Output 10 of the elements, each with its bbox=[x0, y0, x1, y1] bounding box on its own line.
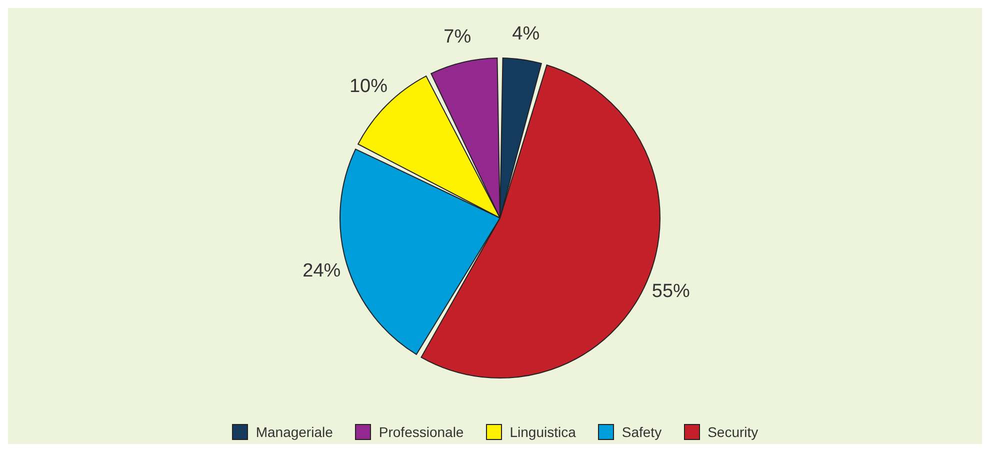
data-label: 10% bbox=[349, 76, 388, 97]
legend-label: Safety bbox=[622, 424, 662, 440]
data-label: 4% bbox=[512, 23, 540, 44]
legend-label: Linguistica bbox=[510, 424, 576, 440]
legend-label: Manageriale bbox=[256, 424, 333, 440]
legend-label: Security bbox=[708, 424, 758, 440]
legend-label: Professionale bbox=[378, 424, 464, 440]
data-label: 24% bbox=[302, 260, 341, 282]
data-label: 7% bbox=[444, 26, 472, 48]
data-label: 55% bbox=[652, 280, 690, 302]
